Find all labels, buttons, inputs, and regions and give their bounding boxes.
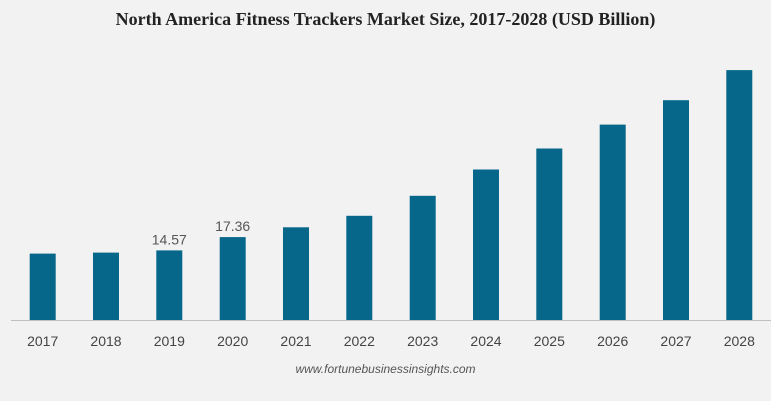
x-tick-label-2017: 2017 (27, 333, 58, 349)
x-tick-label-2027: 2027 (660, 333, 691, 349)
x-tick-label-2025: 2025 (534, 333, 565, 349)
x-tick-label-2023: 2023 (407, 333, 438, 349)
bar-2021 (283, 227, 309, 320)
bar-2025 (536, 148, 563, 320)
bars-layer (29, 70, 753, 320)
x-tick-label-2022: 2022 (344, 333, 375, 349)
bar-2026 (599, 124, 626, 320)
x-tick-label-2020: 2020 (217, 333, 248, 349)
x-tick-label-2018: 2018 (90, 333, 121, 349)
x-tick-label-2021: 2021 (280, 333, 311, 349)
x-tick-labels-layer: 2017 2018 2019 2020 2021 2022 2023 2024 2025 2026… (27, 333, 755, 349)
chart-title: North America Fitness Trackers Market Si… (115, 9, 656, 29)
bar-2020 (219, 237, 246, 320)
x-tick-label-2028: 2028 (724, 333, 755, 349)
data-labels-layer: 14.57 17.36 (152, 218, 251, 247)
bar-2024 (473, 169, 499, 320)
bar-2028 (726, 70, 753, 320)
data-label-2019: 14.57 (152, 231, 187, 247)
bar-2027 (663, 100, 689, 320)
x-tick-label-2019: 2019 (154, 333, 185, 349)
x-tick-label-2024: 2024 (470, 333, 501, 349)
bar-2019 (156, 250, 183, 320)
source-text: www.fortunebusinessinsights.com (295, 362, 476, 376)
bar-2017 (29, 253, 56, 320)
bar-2022 (346, 215, 373, 320)
x-tick-label-2026: 2026 (597, 333, 628, 349)
bar-2023 (409, 195, 436, 320)
data-label-2020: 17.36 (215, 218, 250, 234)
bar-2018 (93, 252, 119, 320)
